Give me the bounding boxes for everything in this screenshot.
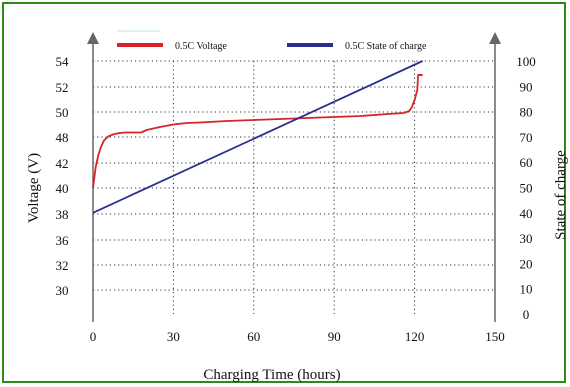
y-left-tick-label: 32 <box>56 258 69 273</box>
y-right-tick-label: 80 <box>520 105 533 120</box>
legend: 0.5C Voltage 0.5C State of charge <box>117 31 427 52</box>
y-right-tick-label: 10 <box>520 282 533 297</box>
series <box>93 61 423 213</box>
left-axis-arrow <box>87 32 99 44</box>
y-right-tick-label: 60 <box>520 155 533 170</box>
y-left-tick-label: 30 <box>56 283 69 298</box>
soc-series-line <box>93 61 423 213</box>
y-left-tick-label: 48 <box>56 130 69 145</box>
y-left-tick-label: 42 <box>56 156 69 171</box>
y-left-tick-label: 50 <box>56 105 69 120</box>
y-left-tick-label: 52 <box>56 80 69 95</box>
right-axis-arrow <box>489 32 501 44</box>
voltage-series-line <box>93 75 423 188</box>
y-right-tick-label: 90 <box>520 79 533 94</box>
y-axis-label-left: Voltage (V) <box>26 153 42 223</box>
x-tick-label: 150 <box>485 329 505 344</box>
x-tick-label: 120 <box>405 329 425 344</box>
axes <box>87 32 501 322</box>
y-left-tick-label: 54 <box>56 54 70 69</box>
y-left-tick-label: 40 <box>56 181 69 196</box>
tick-labels: 54 52 50 48 42 40 38 36 32 30 0 10 20 30 40 50 60 70 80 90 1… <box>56 54 536 344</box>
y-right-tick-label: 70 <box>520 130 533 145</box>
x-axis-label: Charging Time (hours) <box>203 367 340 383</box>
y-right-tick-label: 20 <box>520 256 533 271</box>
y-right-tick-label: 0 <box>523 307 530 322</box>
legend-voltage-label: 0.5C Voltage <box>175 41 227 52</box>
x-tick-label: 30 <box>167 329 180 344</box>
y-right-tick-label: 100 <box>516 54 536 69</box>
y-right-tick-label: 40 <box>520 206 533 221</box>
x-tick-label: 60 <box>247 329 260 344</box>
legend-soc-label: 0.5C State of charge <box>345 41 427 52</box>
y-left-tick-label: 36 <box>56 233 70 248</box>
y-axis-label-right: State of charge <box>553 150 569 240</box>
grid <box>93 61 495 314</box>
y-left-tick-label: 38 <box>56 207 69 222</box>
y-right-tick-label: 30 <box>520 231 533 246</box>
x-tick-label: 90 <box>328 329 341 344</box>
y-right-tick-label: 50 <box>520 181 533 196</box>
x-tick-label: 0 <box>90 329 97 344</box>
